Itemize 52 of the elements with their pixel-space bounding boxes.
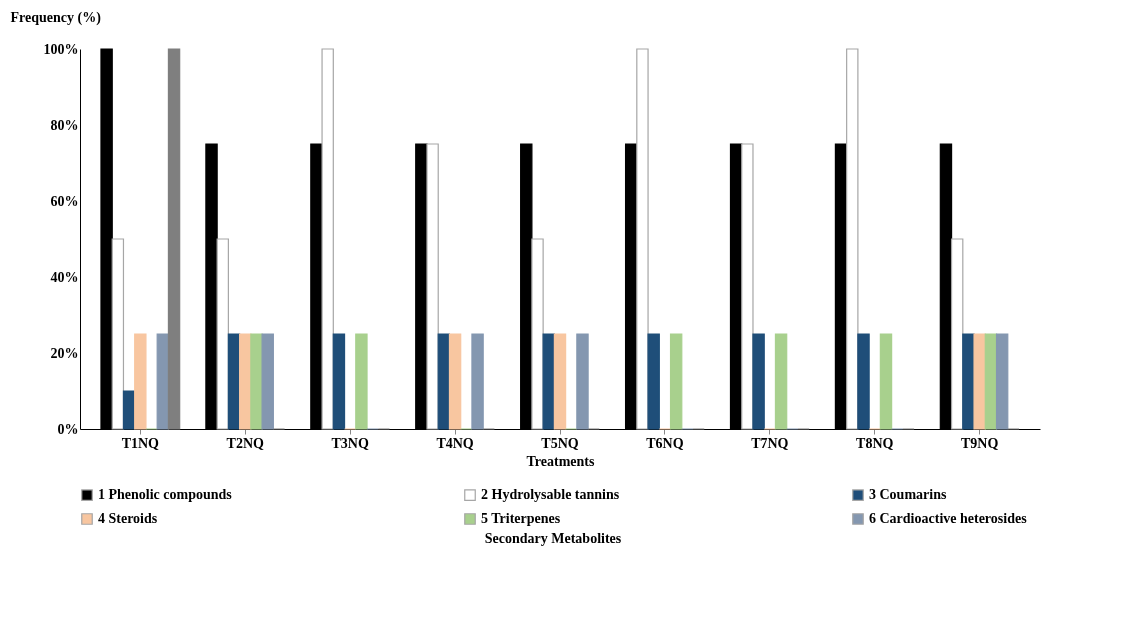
bar <box>879 333 893 430</box>
bar <box>636 48 649 430</box>
legend-label: 4 Steroids <box>98 511 158 526</box>
bar <box>355 333 368 430</box>
bar <box>857 333 870 430</box>
y-tick-label: 20% <box>50 345 79 361</box>
y-tick-label: 100% <box>43 41 79 57</box>
bar <box>752 333 765 430</box>
bar <box>576 333 589 430</box>
x-tick-label: T6NQ <box>646 435 684 451</box>
bar <box>542 333 555 430</box>
bar <box>846 48 859 430</box>
x-tick-label: T8NQ <box>856 435 894 451</box>
bar <box>774 333 788 430</box>
y-tick-label: 0% <box>57 421 79 437</box>
bar <box>448 333 462 430</box>
legend-label: 1 Phenolic compounds <box>98 487 233 503</box>
bar <box>321 48 334 430</box>
bar <box>669 333 683 430</box>
legend-label: 6 Cardioactive heterosides <box>869 511 1028 526</box>
bar <box>647 333 660 430</box>
x-tick-label: T3NQ <box>331 435 369 451</box>
bar <box>426 143 439 430</box>
bar <box>973 333 986 430</box>
x-tick-label: T5NQ <box>541 435 579 451</box>
y-tick-label: 60% <box>50 193 79 209</box>
bar <box>471 333 484 430</box>
bar <box>167 48 181 430</box>
bar <box>741 143 754 430</box>
x-axis-title: Treatments <box>526 453 595 469</box>
x-tick-label: T9NQ <box>961 435 999 451</box>
y-tick-label: 80% <box>50 117 79 133</box>
bar <box>531 238 544 430</box>
bar <box>261 333 274 430</box>
bar <box>950 238 964 430</box>
x-tick-label: T2NQ <box>226 435 265 451</box>
bar <box>995 333 1009 430</box>
bar <box>553 333 567 430</box>
x-tick-label: T1NQ <box>121 435 160 451</box>
bar <box>332 333 346 430</box>
legend-label: 3 Coumarins <box>869 487 947 503</box>
bar <box>122 390 136 430</box>
legend-label: 5 Triterpenes <box>481 511 561 526</box>
legend-label: 2 Hydrolysable tannins <box>481 487 620 503</box>
legend-title: Secondary Metabolites <box>484 531 622 546</box>
x-tick-label: T7NQ <box>751 435 789 451</box>
y-axis-title: Frequency (%) <box>10 9 102 26</box>
bar <box>111 238 125 430</box>
bar <box>134 333 147 430</box>
x-tick-label: T4NQ <box>436 435 474 451</box>
bar <box>216 238 229 430</box>
y-tick-label: 40% <box>50 269 79 285</box>
